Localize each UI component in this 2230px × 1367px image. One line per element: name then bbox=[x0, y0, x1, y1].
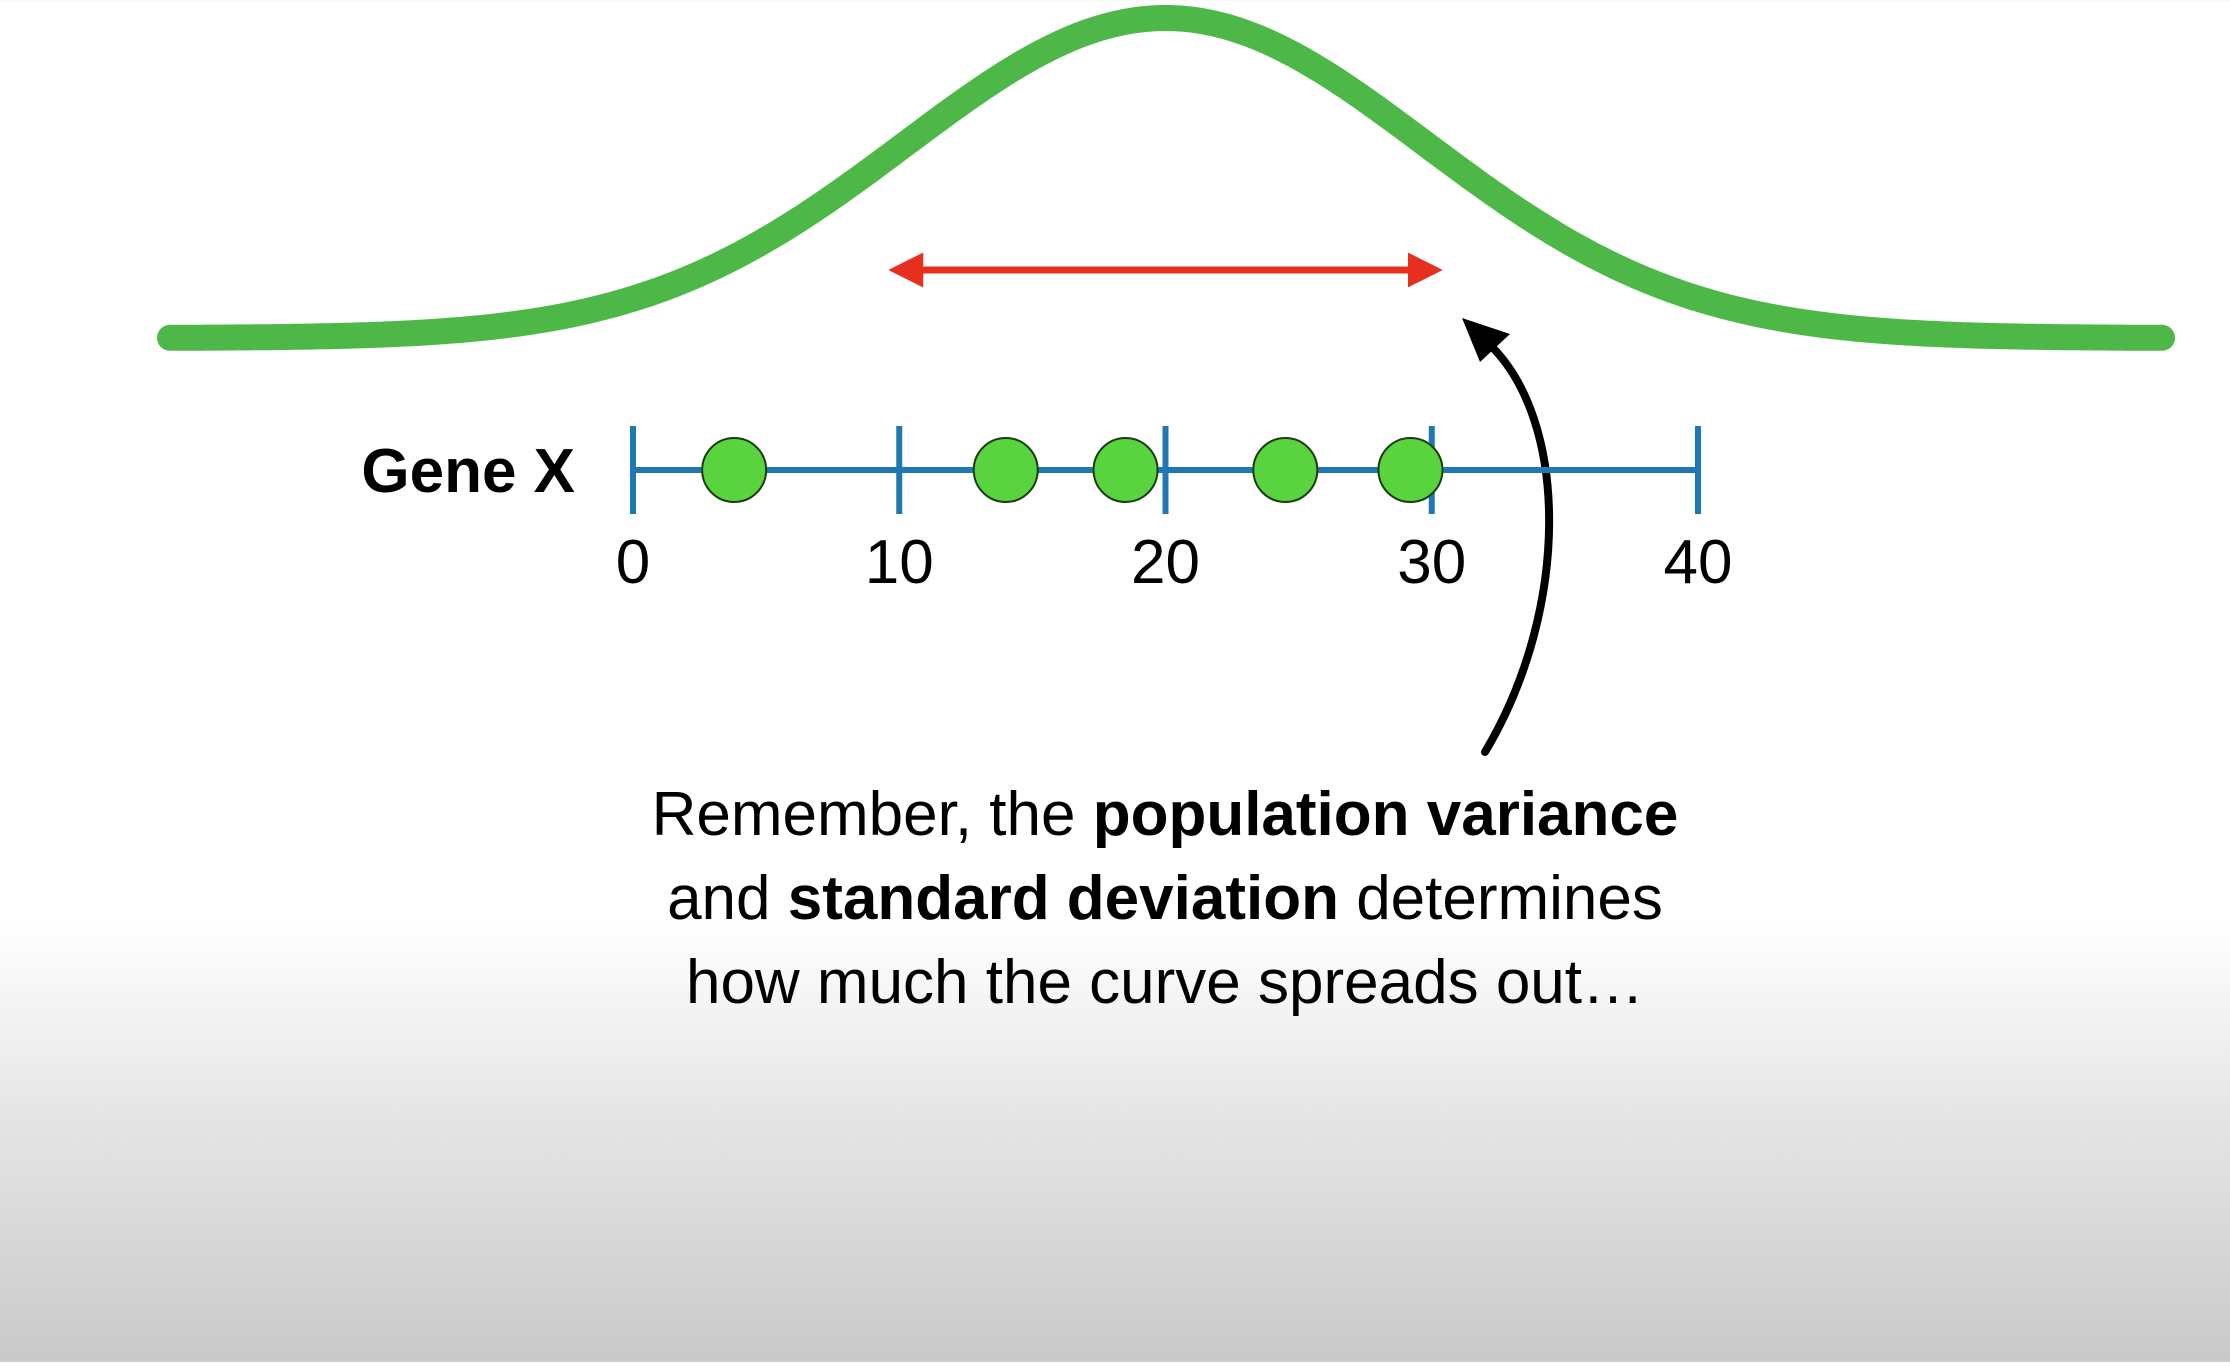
tick-label: 30 bbox=[1397, 528, 1466, 597]
tick-label: 40 bbox=[1664, 528, 1733, 597]
pointer-arrow bbox=[1462, 318, 1554, 756]
data-point bbox=[701, 437, 768, 503]
caption-line-2-text: and bbox=[667, 864, 788, 933]
gene-label: Gene X bbox=[361, 437, 575, 506]
data-point bbox=[972, 437, 1039, 503]
tick-label: 20 bbox=[1131, 528, 1200, 597]
pointer-arrow-head bbox=[1462, 318, 1510, 362]
normal-curve bbox=[157, 5, 2175, 351]
number-line: 0 10 20 30 40 bbox=[616, 426, 1733, 597]
data-points bbox=[701, 437, 1444, 503]
caption-line-2: and standard deviation determines bbox=[515, 857, 1815, 941]
tick-label: 10 bbox=[865, 528, 934, 597]
caption-line-2-tail: determines bbox=[1338, 864, 1663, 933]
data-point bbox=[1092, 437, 1159, 503]
caption-line-1: Remember, the population variance bbox=[515, 773, 1815, 857]
caption: Remember, the population variance and st… bbox=[515, 773, 1815, 1025]
data-point bbox=[1252, 437, 1319, 503]
caption-line-1-text: Remember, the bbox=[651, 780, 1093, 849]
pointer-arrow-shaft bbox=[1481, 339, 1554, 756]
caption-standard-deviation: standard deviation bbox=[787, 864, 1339, 933]
tick-label: 0 bbox=[616, 528, 650, 597]
data-point bbox=[1377, 437, 1444, 503]
caption-population-variance: population variance bbox=[1092, 780, 1679, 849]
caption-line-3: how much the curve spreads out… bbox=[685, 948, 1645, 1017]
